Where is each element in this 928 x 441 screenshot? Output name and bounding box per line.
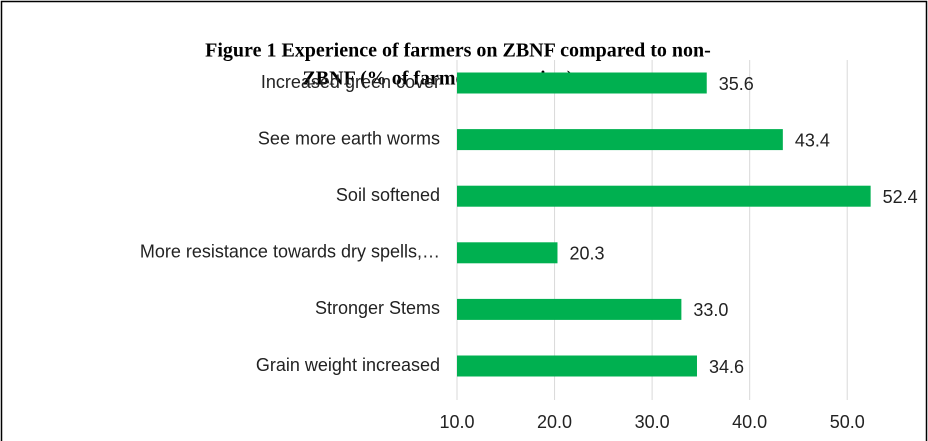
data-label: 52.4 (883, 187, 918, 207)
chart-title: Figure 1 Experience of farmers on ZBNF c… (205, 40, 711, 62)
data-label: 33.0 (693, 300, 728, 320)
y-tick-label: Increased green cover (261, 72, 440, 92)
y-tick-label: More resistance towards dry spells,… (140, 242, 440, 262)
bar (457, 355, 697, 377)
y-tick-label: See more earth worms (258, 128, 440, 148)
data-label: 34.6 (709, 357, 744, 377)
x-tick-label: 50.0 (830, 412, 865, 432)
data-label: 43.4 (795, 130, 830, 150)
bar (457, 298, 682, 320)
bar (457, 185, 871, 207)
y-tick-label: Soil softened (336, 185, 440, 205)
x-tick-label: 20.0 (537, 412, 572, 432)
x-tick-label: 40.0 (732, 412, 767, 432)
bar (457, 72, 707, 94)
data-label: 35.6 (719, 74, 754, 94)
y-tick-label: Stronger Stems (315, 298, 440, 318)
bar (457, 242, 558, 264)
x-tick-label: 10.0 (439, 412, 474, 432)
y-tick-label: Grain weight increased (256, 355, 440, 375)
data-label: 20.3 (569, 244, 604, 264)
bar (457, 129, 783, 151)
x-tick-label: 30.0 (635, 412, 670, 432)
